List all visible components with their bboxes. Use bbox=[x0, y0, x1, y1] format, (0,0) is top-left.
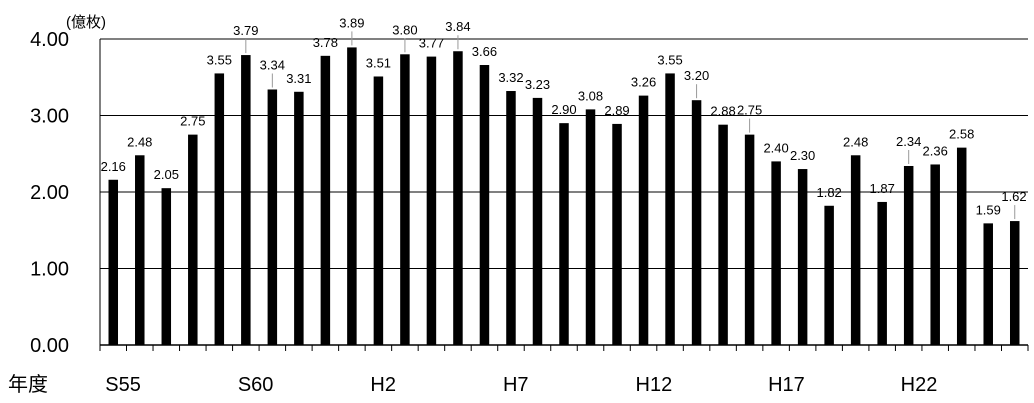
bar bbox=[373, 76, 384, 346]
bar bbox=[241, 55, 251, 345]
bar bbox=[665, 73, 675, 346]
bar bbox=[718, 124, 728, 346]
data-label: 3.32 bbox=[498, 70, 523, 85]
data-label: 3.78 bbox=[313, 35, 338, 50]
data-label: 2.89 bbox=[604, 103, 629, 118]
data-label: 3.55 bbox=[207, 52, 232, 67]
bar bbox=[612, 123, 622, 345]
bar bbox=[877, 201, 887, 345]
y-tick-label: 0.00 bbox=[30, 335, 69, 357]
bar bbox=[161, 188, 172, 345]
bar bbox=[930, 164, 940, 345]
data-label: 3.23 bbox=[525, 77, 550, 92]
x-tick-label: H12 bbox=[636, 374, 673, 396]
data-label: 1.82 bbox=[816, 185, 841, 200]
bar bbox=[294, 91, 304, 345]
data-label: 3.79 bbox=[233, 23, 258, 38]
bar bbox=[797, 169, 808, 345]
data-label: 2.48 bbox=[843, 134, 868, 149]
x-tick-label: H7 bbox=[503, 374, 529, 396]
data-labels: 2.162.482.052.753.553.793.343.313.783.89… bbox=[101, 15, 1027, 220]
data-label: 2.40 bbox=[763, 140, 788, 155]
bar bbox=[426, 56, 437, 345]
bar bbox=[506, 91, 516, 346]
data-label: 2.88 bbox=[710, 104, 735, 119]
bar bbox=[638, 95, 649, 345]
bar bbox=[320, 55, 331, 345]
data-label: 2.75 bbox=[737, 103, 762, 118]
y-tick-label: 4.00 bbox=[30, 29, 69, 51]
bar bbox=[771, 161, 781, 345]
bar bbox=[453, 51, 463, 346]
data-label: 2.36 bbox=[923, 143, 948, 158]
data-label: 2.90 bbox=[551, 102, 576, 117]
data-label: 3.26 bbox=[631, 75, 656, 90]
data-label: 2.34 bbox=[896, 134, 921, 149]
bar bbox=[479, 65, 490, 345]
data-label: 2.75 bbox=[180, 114, 205, 129]
y-tick-label: 2.00 bbox=[30, 182, 69, 204]
bar bbox=[214, 73, 225, 346]
data-label: 3.51 bbox=[366, 55, 391, 70]
bar bbox=[108, 179, 119, 345]
data-label: 3.80 bbox=[392, 22, 417, 37]
bar bbox=[267, 89, 278, 346]
data-label: 3.20 bbox=[684, 68, 709, 83]
x-tick-label: S55 bbox=[105, 374, 141, 396]
bar bbox=[135, 155, 145, 345]
bar bbox=[559, 123, 569, 346]
x-axis-title: 年度 bbox=[8, 373, 48, 396]
bar bbox=[532, 97, 543, 345]
x-tick-label: S60 bbox=[238, 374, 274, 396]
data-label: 2.48 bbox=[127, 134, 152, 149]
y-tick-label: 3.00 bbox=[30, 106, 69, 128]
bar bbox=[585, 109, 596, 345]
data-label: 3.84 bbox=[445, 19, 470, 34]
y-unit-label: (億枚) bbox=[66, 14, 106, 31]
data-label: 3.55 bbox=[657, 52, 682, 67]
data-label: 3.66 bbox=[472, 44, 497, 59]
bar bbox=[400, 54, 410, 346]
x-tick-label: H17 bbox=[768, 374, 805, 396]
bar bbox=[347, 47, 357, 345]
x-tick-label: H2 bbox=[370, 374, 396, 396]
bar bbox=[956, 147, 967, 345]
data-label: 1.62 bbox=[1001, 189, 1026, 204]
data-label: 2.58 bbox=[949, 127, 974, 142]
bar bbox=[850, 155, 861, 345]
bar bbox=[983, 223, 993, 345]
bar bbox=[744, 134, 755, 345]
data-label: 2.16 bbox=[101, 159, 126, 174]
data-label: 2.05 bbox=[154, 167, 179, 182]
data-label: 3.77 bbox=[419, 36, 444, 51]
y-tick-label: 1.00 bbox=[30, 259, 69, 281]
data-label: 3.89 bbox=[339, 15, 364, 30]
bar bbox=[1009, 221, 1020, 345]
bar bbox=[188, 134, 198, 345]
data-label: 3.31 bbox=[286, 71, 311, 86]
bar bbox=[903, 165, 914, 345]
bars bbox=[108, 47, 1020, 346]
data-label: 3.34 bbox=[260, 57, 285, 72]
data-label: 1.87 bbox=[870, 181, 895, 196]
data-label: 1.59 bbox=[976, 202, 1001, 217]
x-tick-label: H22 bbox=[901, 374, 938, 396]
axes: 0.00 1.00 2.00 3.00 4.00 S55 S60 H2 H7 H12 H17 H22 bbox=[30, 29, 1029, 396]
data-label: 2.30 bbox=[790, 148, 815, 163]
data-label: 3.08 bbox=[578, 88, 603, 103]
bar bbox=[691, 100, 702, 345]
bar bbox=[824, 205, 834, 345]
